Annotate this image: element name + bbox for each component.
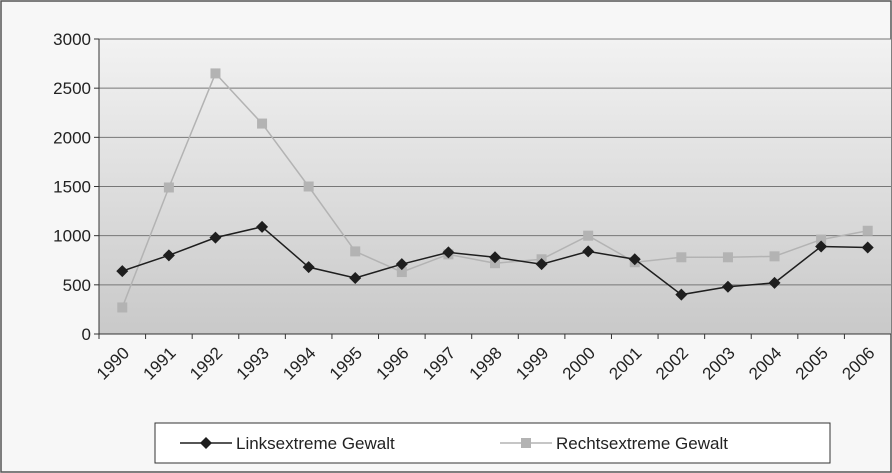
y-tick-label: 0 [82,325,91,344]
data-point [489,251,501,264]
data-point [535,258,548,271]
legend-box [154,422,831,464]
data-point [861,241,874,254]
data-point [722,252,733,263]
data-point [862,225,873,236]
data-point [769,251,780,262]
data-point [117,302,128,313]
data-point [442,246,455,259]
y-tick-label: 2000 [53,128,91,147]
y-tick-label: 3000 [53,30,91,49]
data-point [349,271,362,284]
legend-label: Linksextreme Gewalt [236,434,395,453]
data-point [396,267,407,278]
data-point [816,234,827,245]
data-point [395,258,408,271]
data-point [303,181,314,192]
data-point [583,230,594,241]
data-point [675,288,688,301]
data-point [350,246,361,257]
y-tick-label: 2500 [53,79,91,98]
data-point [209,231,222,244]
data-point [721,280,734,293]
data-point [163,182,174,193]
legend-marker [200,437,212,449]
y-tick-label: 1000 [53,227,91,246]
data-point [628,253,641,266]
data-point [768,276,781,289]
legend-marker [521,438,531,448]
data-point [582,245,595,258]
y-tick-label: 1500 [53,178,91,197]
data-point [116,265,129,278]
data-point [210,68,221,79]
y-tick-label: 500 [63,276,91,295]
legend-label: Rechtsextreme Gewalt [556,434,728,453]
data-point [256,220,269,233]
data-point [162,249,175,262]
data-point [302,261,315,274]
data-point [676,252,687,263]
data-point [257,118,268,129]
data-point [815,240,828,253]
